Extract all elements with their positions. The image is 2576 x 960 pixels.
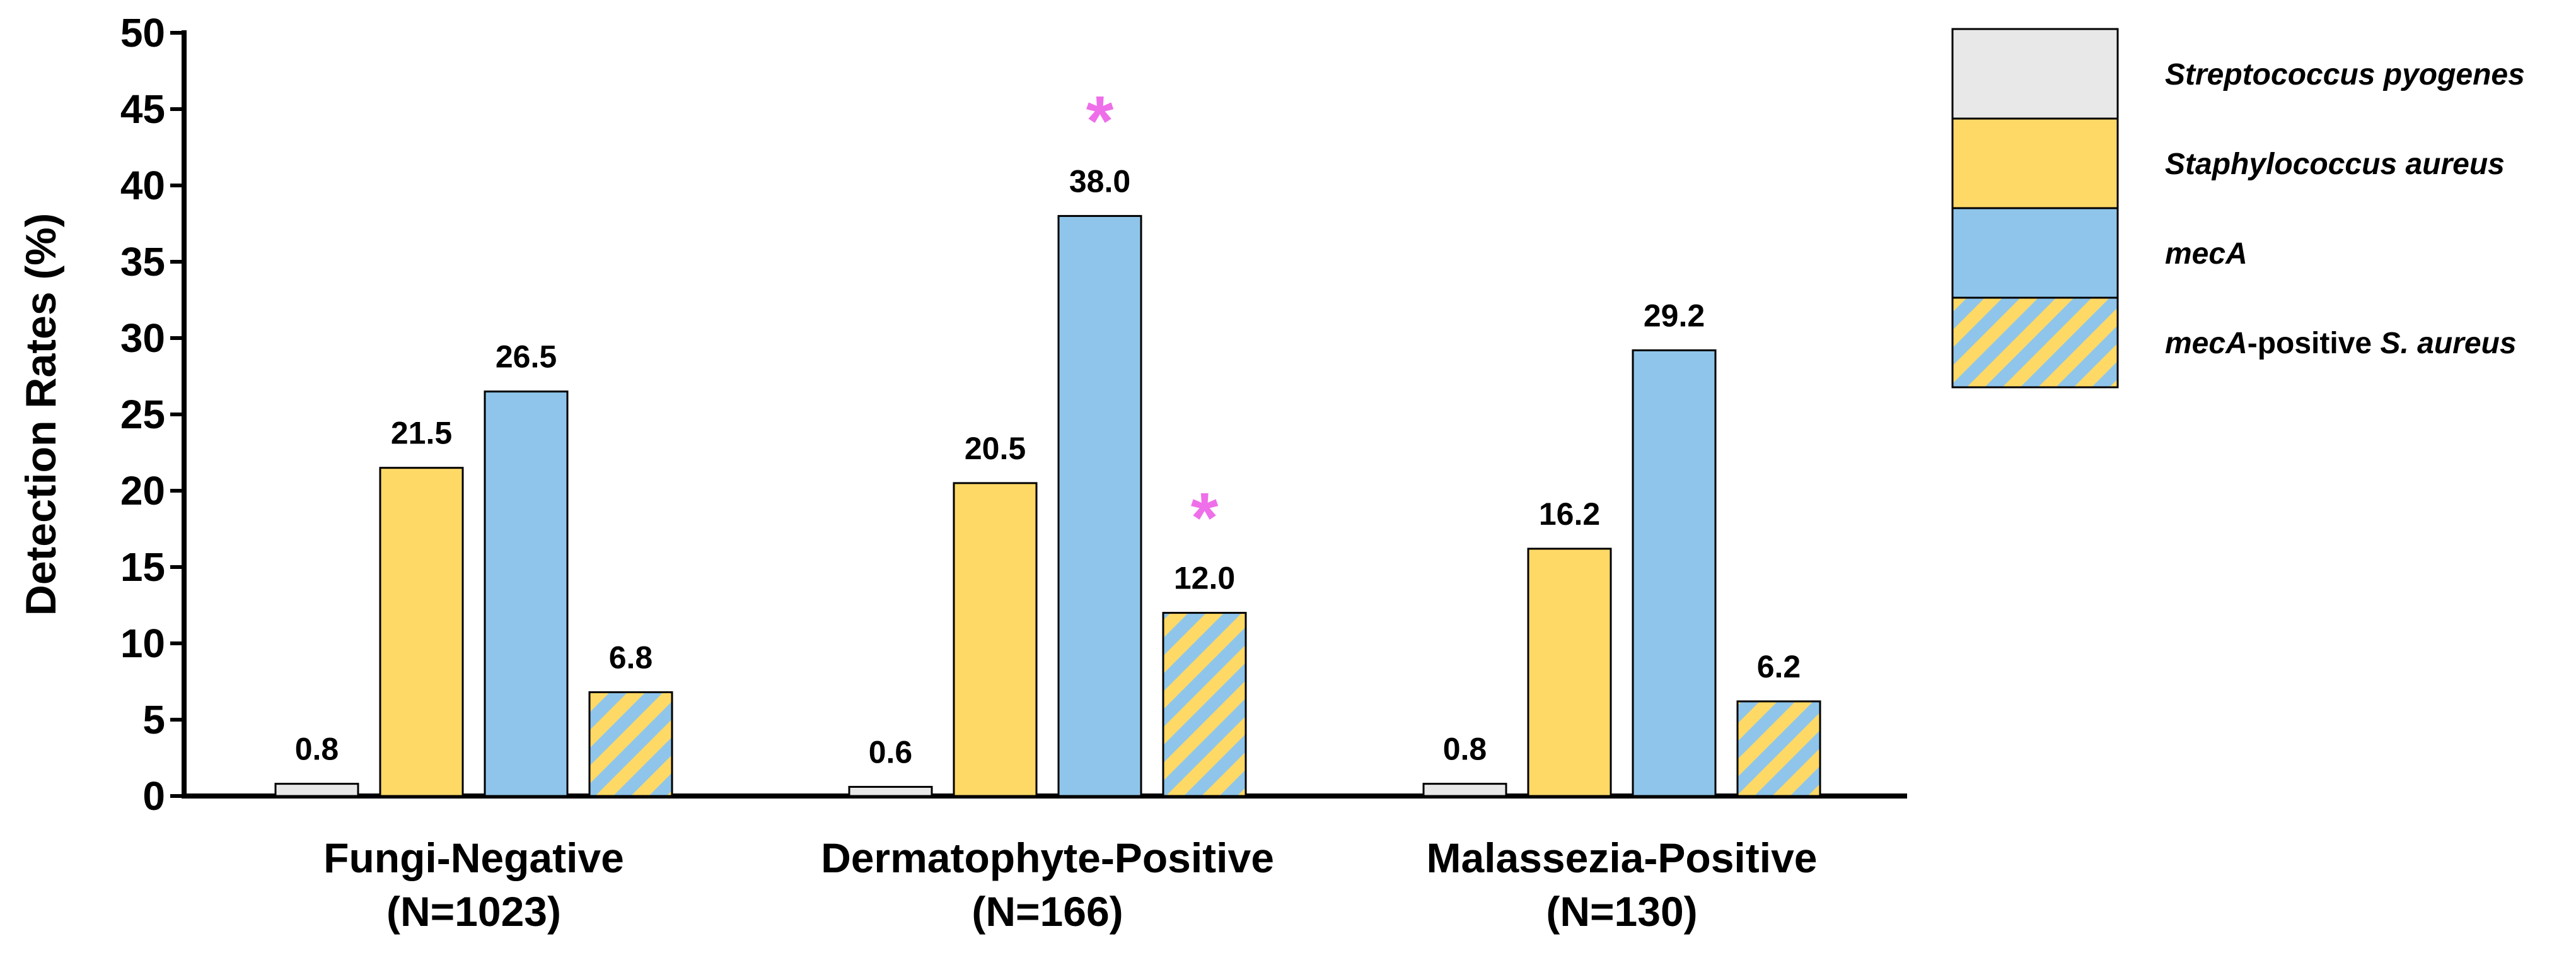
significance-asterisk: * — [1086, 81, 1114, 160]
y-axis-label: Detection Rates (%) — [17, 213, 65, 616]
category-label: Dermatophyte-Positive — [821, 834, 1274, 881]
y-tick-label: 10 — [120, 621, 165, 666]
y-tick-label: 50 — [120, 10, 165, 56]
bar — [1162, 612, 1247, 797]
legend-label: Staphylococcus aureus — [2165, 148, 2505, 181]
legend-label-part: Streptococcus pyogenes — [2165, 58, 2525, 91]
bar — [953, 482, 1038, 797]
bar — [274, 783, 359, 797]
y-tick-label: 20 — [120, 468, 165, 513]
bar — [484, 390, 569, 797]
category-count-label: (N=166) — [972, 888, 1123, 935]
legend-swatch — [1951, 207, 2119, 299]
category-count-label: (N=1023) — [386, 888, 561, 935]
significance-asterisk: * — [1191, 479, 1219, 558]
y-tick-label: 40 — [120, 163, 165, 208]
data-label: 0.8 — [1443, 732, 1487, 767]
legend-label-part: S. aureus — [2380, 327, 2516, 360]
y-tick-label: 0 — [142, 773, 165, 819]
legend-label: mecA-positive S. aureus — [2165, 327, 2517, 360]
bar — [1736, 700, 1821, 797]
data-label: 26.5 — [496, 339, 557, 375]
data-label: 21.5 — [391, 416, 452, 451]
data-label: 0.6 — [869, 734, 913, 770]
data-label: 12.0 — [1174, 561, 1235, 596]
data-label: 6.8 — [609, 640, 653, 675]
legend: Streptococcus pyogenes Staphylococcus aur… — [1951, 28, 2525, 389]
y-tick-label: 30 — [120, 315, 165, 361]
bar — [1632, 349, 1717, 797]
y-tick-label: 45 — [120, 86, 165, 132]
data-label: 6.2 — [1757, 649, 1801, 684]
category-label: Malassezia-Positive — [1427, 834, 1818, 881]
data-label: 0.8 — [295, 732, 339, 767]
legend-label: Streptococcus pyogenes — [2165, 58, 2525, 91]
legend-swatch — [1951, 28, 2119, 120]
legend-label-part: mecA — [2165, 237, 2248, 271]
legend-label-part: mecA — [2165, 327, 2248, 360]
bar — [588, 691, 673, 797]
bar — [1527, 547, 1612, 797]
bar — [848, 785, 933, 797]
y-tick-label: 25 — [120, 392, 165, 437]
bar — [379, 467, 464, 797]
data-label: 38.0 — [1069, 163, 1130, 199]
data-label: 29.2 — [1644, 298, 1705, 333]
bar — [1422, 783, 1507, 797]
data-label: 16.2 — [1539, 496, 1600, 532]
plot-area: 0 5 10 15 20 25 30 35 40 45 50 Detection Rates (%) 0… — [17, 10, 1907, 935]
y-tick-label: 35 — [120, 239, 165, 284]
category-count-label: (N=130) — [1546, 888, 1697, 935]
legend-label-part: Staphylococcus aureus — [2165, 148, 2505, 181]
y-tick-label: 5 — [142, 697, 165, 742]
legend-swatch — [1951, 296, 2119, 389]
y-tick-label: 15 — [120, 544, 165, 590]
legend-swatch — [1951, 117, 2119, 209]
legend-label: mecA — [2165, 237, 2248, 271]
bar — [1057, 214, 1142, 797]
legend-label-part: -positive — [2248, 327, 2381, 360]
data-label: 20.5 — [965, 431, 1026, 466]
category-label: Fungi-Negative — [323, 834, 624, 881]
